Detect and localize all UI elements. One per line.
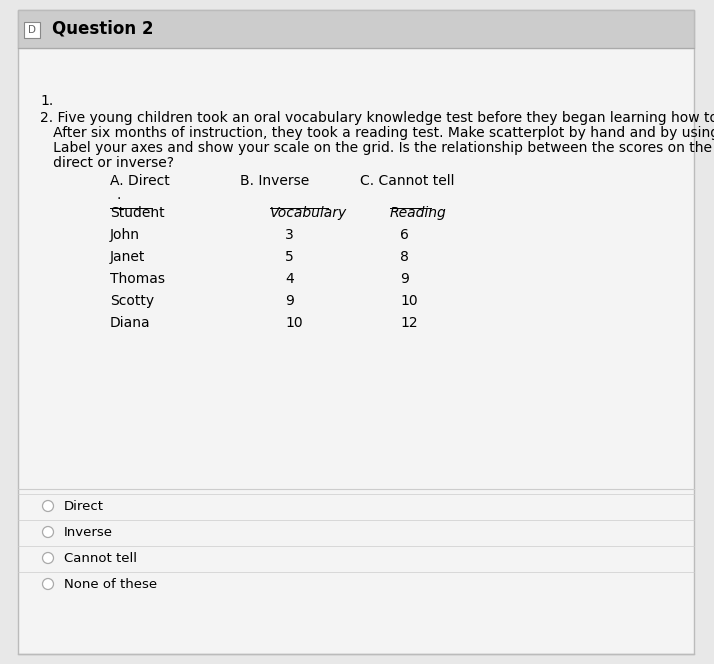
- Text: 10: 10: [285, 316, 303, 330]
- Text: 9: 9: [400, 272, 409, 286]
- Text: Vocabulary: Vocabulary: [270, 206, 347, 220]
- Text: C. Cannot tell: C. Cannot tell: [360, 174, 455, 188]
- FancyBboxPatch shape: [18, 10, 694, 654]
- Text: 4: 4: [285, 272, 293, 286]
- Circle shape: [43, 527, 54, 537]
- Text: 12: 12: [400, 316, 418, 330]
- Text: B. Inverse: B. Inverse: [240, 174, 309, 188]
- Text: .: .: [116, 188, 121, 202]
- Text: None of these: None of these: [64, 578, 157, 590]
- Text: 10: 10: [400, 294, 418, 308]
- Circle shape: [43, 578, 54, 590]
- FancyBboxPatch shape: [18, 10, 694, 48]
- Circle shape: [43, 501, 54, 511]
- Text: Direct: Direct: [64, 499, 104, 513]
- Text: Cannot tell: Cannot tell: [64, 552, 137, 564]
- Text: 5: 5: [285, 250, 293, 264]
- Text: D: D: [28, 25, 36, 35]
- Text: Janet: Janet: [110, 250, 146, 264]
- Text: 6: 6: [400, 228, 409, 242]
- Text: John: John: [110, 228, 140, 242]
- Text: 8: 8: [400, 250, 409, 264]
- Text: 3: 3: [285, 228, 293, 242]
- Text: After six months of instruction, they took a reading test. Make scatterplot by h: After six months of instruction, they to…: [40, 126, 714, 140]
- Text: Scotty: Scotty: [110, 294, 154, 308]
- Text: 2. Five young children took an oral vocabulary knowledge test before they began : 2. Five young children took an oral voca…: [40, 111, 714, 125]
- Text: Label your axes and show your scale on the grid. Is the relationship between the: Label your axes and show your scale on t…: [40, 141, 714, 155]
- Text: Thomas: Thomas: [110, 272, 165, 286]
- Text: 1.: 1.: [40, 94, 54, 108]
- Text: A. Direct: A. Direct: [110, 174, 170, 188]
- Text: Reading: Reading: [390, 206, 447, 220]
- FancyBboxPatch shape: [24, 22, 40, 38]
- Text: Student: Student: [110, 206, 165, 220]
- Text: direct or inverse?: direct or inverse?: [40, 156, 174, 170]
- Text: Diana: Diana: [110, 316, 151, 330]
- Text: Question 2: Question 2: [52, 20, 154, 38]
- Text: Inverse: Inverse: [64, 525, 113, 539]
- Circle shape: [43, 552, 54, 564]
- Text: 9: 9: [285, 294, 294, 308]
